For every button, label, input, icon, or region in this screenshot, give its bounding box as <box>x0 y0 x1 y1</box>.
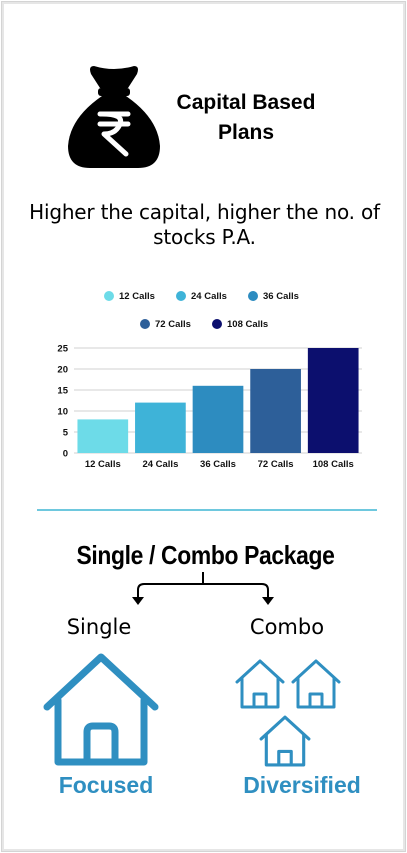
page-title: Capital Based Plans <box>176 91 316 144</box>
y-tick-label: 15 <box>57 386 68 397</box>
bar <box>135 402 186 453</box>
combo-label: Combo <box>249 615 325 639</box>
house-icon <box>43 653 159 766</box>
bar <box>77 419 129 453</box>
legend-marker <box>248 291 258 301</box>
legend-marker <box>176 291 186 301</box>
bar <box>307 348 359 453</box>
y-tick-label: 25 <box>57 344 68 355</box>
bar <box>192 385 244 453</box>
x-tick-label: 72 Calls <box>258 459 294 470</box>
small-house-icon <box>291 659 341 709</box>
focused-caption: Focused <box>58 772 154 798</box>
x-tick-label: 108 Calls <box>313 459 354 470</box>
small-house-icon <box>235 659 285 709</box>
y-tick-label: 0 <box>63 449 68 460</box>
legend-marker <box>104 291 114 301</box>
legend-label: 36 Calls <box>263 291 299 302</box>
legend-label: 24 Calls <box>191 291 227 302</box>
legend-marker <box>140 319 150 329</box>
chart-x-labels: 12 Calls 24 Calls 36 Calls 72 Calls 108 Call… <box>85 459 354 470</box>
legend-label: 72 Calls <box>155 319 191 330</box>
single-label: Single <box>66 615 132 639</box>
calls-bar-chart: 12 Calls 24 Calls 36 Calls 72 Calls 108 Call… <box>57 291 362 470</box>
chart-legend: 12 Calls 24 Calls 36 Calls 72 Calls 108 Call… <box>104 291 299 330</box>
x-tick-label: 12 Calls <box>85 459 121 470</box>
small-house-icon <box>259 715 311 767</box>
section-divider <box>37 509 377 511</box>
chart-bars <box>77 348 359 453</box>
branch-arrows-icon <box>132 572 274 605</box>
x-tick-label: 24 Calls <box>142 459 178 470</box>
tagline: Higher the capital, higher the no. of st… <box>29 200 380 249</box>
legend-marker <box>212 319 222 329</box>
money-bag-rupee-icon <box>68 66 160 168</box>
y-tick-label: 20 <box>57 365 68 376</box>
bar <box>250 369 301 453</box>
legend-label: 108 Calls <box>227 319 268 330</box>
x-tick-label: 36 Calls <box>200 459 236 470</box>
y-tick-label: 5 <box>63 428 69 439</box>
y-tick-label: 10 <box>57 407 68 418</box>
legend-label: 12 Calls <box>119 291 155 302</box>
chart-y-labels: 0 5 10 15 20 25 <box>57 344 68 460</box>
diversified-caption: Diversified <box>243 772 361 798</box>
package-title: Single / Combo Package <box>76 540 335 570</box>
